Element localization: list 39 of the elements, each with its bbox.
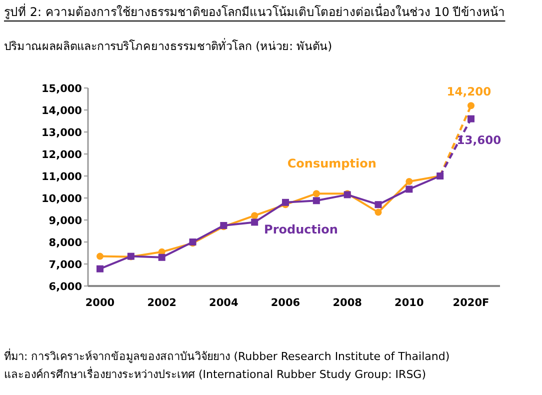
y-tick-label: 9,000 bbox=[48, 215, 82, 227]
y-tick-label: 6,000 bbox=[48, 281, 82, 293]
y-tick-label: 15,000 bbox=[41, 83, 82, 95]
point bbox=[406, 186, 413, 193]
x-tick-label: 2000 bbox=[85, 297, 115, 309]
y-tick-label: 14,000 bbox=[41, 105, 82, 117]
point bbox=[96, 265, 104, 272]
x-tick-label: 2004 bbox=[209, 297, 238, 309]
title: รูปที่ 2: ความต้องการใช้ยางธรรมชาติของโลกมีแนวโน้มเติบโตอย่างต่อเนื่องในช่วง 10 ปีข้างหน้า bbox=[4, 5, 506, 19]
x-tick-label: 2020F bbox=[452, 297, 490, 309]
point bbox=[374, 208, 382, 216]
x-tick-label: 2010 bbox=[394, 297, 424, 309]
y-tick-label: 8,000 bbox=[48, 237, 82, 249]
data-label: 13,600 bbox=[456, 132, 502, 147]
point bbox=[251, 218, 258, 226]
series-label: Production bbox=[264, 222, 338, 237]
point bbox=[282, 198, 289, 206]
y-tick-label: 11,000 bbox=[41, 171, 82, 183]
subtitle: ปริมาณผลผลิตและการบริโภคยางธรรมชาติทั่วโลก (หน่วย: พันตัน) bbox=[4, 39, 332, 53]
data-label: 14,200 bbox=[446, 84, 492, 99]
y-tick-label: 13,000 bbox=[41, 127, 82, 139]
note: ที่มา: การวิเคราะห์จากข้อมูลของสถาบันวิจัยยาง (Rubber Research Institute of Thailand) bbox=[4, 350, 450, 363]
point bbox=[468, 102, 474, 110]
point bbox=[312, 190, 320, 198]
point bbox=[96, 252, 104, 260]
x-tick-label: 2006 bbox=[270, 297, 300, 309]
point bbox=[374, 201, 382, 208]
y-tick-label: 12,000 bbox=[41, 149, 82, 161]
note: และองค์กรศึกษาเรื่องยางระหว่างประเทศ (International Rubber Study Group: IRSG) bbox=[4, 368, 426, 381]
x-tick-label: 2008 bbox=[332, 297, 362, 309]
point bbox=[406, 178, 413, 185]
y-tick-label: 10,000 bbox=[41, 193, 82, 205]
point bbox=[312, 197, 320, 204]
point bbox=[251, 212, 258, 220]
x-tick-label: 2002 bbox=[147, 297, 176, 309]
text: Consumption bbox=[287, 156, 376, 171]
y-tick-label: 7,000 bbox=[48, 259, 82, 271]
point bbox=[158, 254, 166, 261]
point bbox=[468, 115, 474, 122]
